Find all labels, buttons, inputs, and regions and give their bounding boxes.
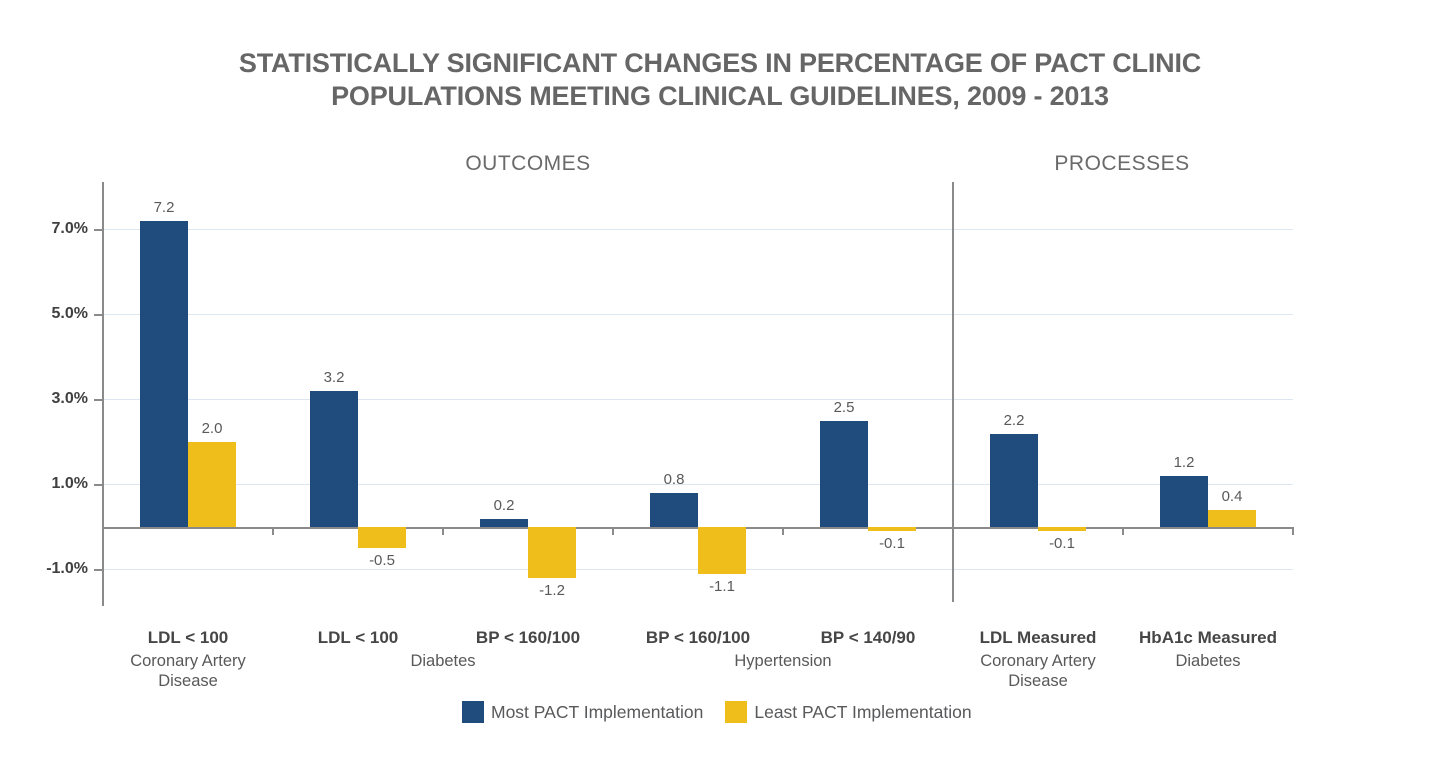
y-axis-tick <box>94 398 103 401</box>
category-label: LDL Measured <box>979 628 1097 647</box>
legend-label-most: Most PACT Implementation <box>491 701 704 722</box>
gridline <box>103 484 1293 485</box>
bar-most <box>310 391 358 527</box>
bar-least <box>1038 527 1086 532</box>
condition-label: Coronary Artery Disease <box>130 652 246 690</box>
legend-item-most: Most PACT Implementation <box>462 701 703 723</box>
bar-least <box>528 527 576 578</box>
legend-label-least: Least PACT Implementation <box>754 701 972 722</box>
condition-label: Diabetes <box>1175 652 1241 670</box>
category-label: BP < 140/90 <box>820 628 916 647</box>
bar-most <box>650 493 698 527</box>
y-axis-tick <box>94 228 103 231</box>
chart-title-line2: POPULATIONS MEETING CLINICAL GUIDELINES,… <box>331 81 1109 111</box>
gridline <box>103 399 1293 400</box>
y-axis-tick-label: 1.0% <box>51 474 88 492</box>
category-label: LDL < 100 <box>147 628 229 647</box>
legend-item-least: Least PACT Implementation <box>725 701 972 723</box>
section-header-outcomes: OUTCOMES <box>465 152 591 175</box>
x-axis-tick <box>1122 527 1124 535</box>
bar-value-label: 2.5 <box>833 398 855 416</box>
y-axis-tick <box>94 483 103 486</box>
bar-value-label: 2.2 <box>1003 411 1025 429</box>
category-label: BP < 160/100 <box>645 628 751 647</box>
gridline <box>103 229 1293 230</box>
bar-value-label: -0.1 <box>1049 535 1075 553</box>
x-axis-tick <box>442 527 444 535</box>
chart-title-line1: STATISTICALLY SIGNIFICANT CHANGES IN PER… <box>238 48 1202 78</box>
y-axis-line <box>102 182 104 606</box>
bar-most <box>990 433 1038 527</box>
bar-value-label: 2.0 <box>201 420 223 437</box>
x-axis-tick <box>1292 527 1294 535</box>
bar-value-label: -1.1 <box>709 577 735 595</box>
bar-value-label: 0.2 <box>493 496 515 514</box>
category-label: BP < 160/100 <box>475 628 581 647</box>
section-header-processes: PROCESSES <box>1054 152 1190 175</box>
bar-least <box>698 527 746 574</box>
bar-value-label: -0.5 <box>369 552 395 570</box>
bar-value-label: 3.2 <box>323 369 345 386</box>
condition-label: Coronary Artery Disease <box>980 652 1096 690</box>
condition-label: Diabetes <box>410 652 476 670</box>
x-axis-tick <box>612 527 614 535</box>
bar-value-label: -0.1 <box>879 535 905 553</box>
section-divider-line <box>952 182 954 602</box>
chart-title: STATISTICALLY SIGNIFICANT CHANGES IN PER… <box>0 47 1440 113</box>
condition-label: Hypertension <box>734 652 832 670</box>
y-axis-tick <box>94 568 103 571</box>
legend-swatch-most-icon <box>462 701 484 723</box>
legend-swatch-least-icon <box>725 701 748 723</box>
category-label: LDL < 100 <box>317 628 399 647</box>
bar-least <box>188 442 236 527</box>
gridline <box>103 314 1293 315</box>
bar-value-label: 7.2 <box>153 199 175 216</box>
y-axis-tick-label: 7.0% <box>51 219 88 237</box>
bar-value-label: 0.8 <box>663 471 685 488</box>
y-axis-tick-label: 5.0% <box>51 304 88 322</box>
category-label: HbA1c Measured <box>1139 628 1277 647</box>
y-axis-tick <box>94 313 103 316</box>
bar-most <box>1160 476 1208 527</box>
bar-value-label: -1.2 <box>539 582 565 599</box>
y-axis-tick-label: 3.0% <box>51 389 88 407</box>
y-axis-tick-label: -1.0% <box>46 559 88 577</box>
bar-least <box>1208 510 1256 527</box>
x-axis-tick <box>272 527 274 535</box>
x-axis-tick <box>782 527 784 535</box>
bar-least <box>358 527 406 549</box>
bar-most <box>820 420 868 527</box>
legend: Most PACT Implementation Least PACT Impl… <box>462 701 972 723</box>
bar-value-label: 0.4 <box>1221 488 1243 505</box>
bar-least <box>868 527 916 532</box>
bar-most <box>140 221 188 527</box>
bar-most <box>480 518 528 527</box>
bar-value-label: 1.2 <box>1173 454 1195 471</box>
